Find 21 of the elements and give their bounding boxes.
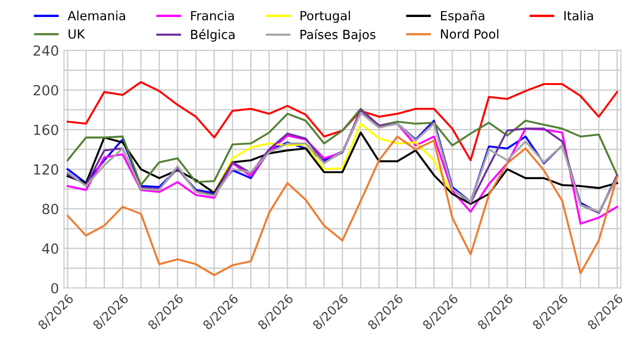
y-tick-label: 240 xyxy=(34,45,58,56)
legend-label: España xyxy=(440,10,484,23)
line-series xyxy=(213,122,454,195)
legend-label: UK xyxy=(68,29,86,39)
legend-label: Alemania xyxy=(68,10,126,20)
legend-label: Italia xyxy=(564,10,593,20)
y-tick-label: 0 xyxy=(51,282,58,294)
line-series xyxy=(66,108,618,186)
y-tick-label: 160 xyxy=(34,124,58,136)
legend-label: Bélgica xyxy=(191,29,234,42)
y-tick-label: 80 xyxy=(42,204,58,214)
legend-label: Países Bajos xyxy=(300,29,376,42)
y-tick-label: 40 xyxy=(42,243,58,254)
y-tick-label: 120 xyxy=(34,164,58,175)
line-series xyxy=(66,81,618,162)
legend-label: Francia xyxy=(191,10,234,20)
legend-label: Nord Pool xyxy=(440,29,498,39)
y-tick-label: 200 xyxy=(34,84,58,96)
line-series xyxy=(66,136,618,276)
line-series xyxy=(66,132,618,205)
legend-label: Portugal xyxy=(300,10,350,23)
